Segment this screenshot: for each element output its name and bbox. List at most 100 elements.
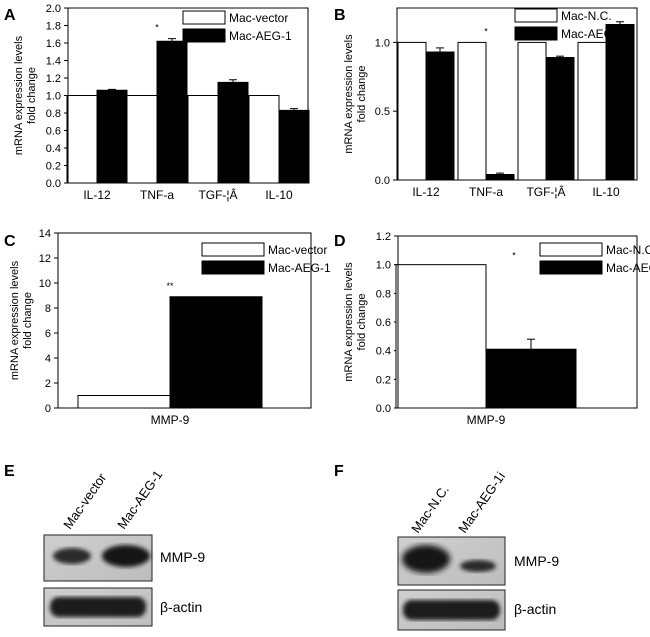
chart-panel-a: A 0.0 0.2 0.4 0.6 0.8 1.0 1.2 1.4 1.6 1.8 2.0 IL-12 T… <box>4 3 310 202</box>
y-tick-label-a-9: 1.8 <box>46 21 61 33</box>
legend-label-b-0: Mac-N.C. <box>561 9 612 23</box>
lane-label-f-2: Mac-AEG-1i <box>455 469 508 536</box>
x-tick-label-d-0: MMP-9 <box>467 413 506 427</box>
legend-swatch-a-0 <box>182 10 226 25</box>
bar-a-s0-c1 <box>126 95 158 184</box>
y-tick-label-d-4: 0.8 <box>376 288 391 300</box>
y-tick-label-d-3: 0.6 <box>376 317 391 329</box>
y-tick-label-d-5: 1.0 <box>376 260 391 272</box>
y-tick-label-b-2: 1.0 <box>375 37 390 49</box>
bar-a-s1-c0 <box>96 89 128 184</box>
x-tick-label-c-0: MMP-9 <box>151 413 190 427</box>
significance-mark-b-0: * <box>484 26 488 36</box>
blot-e-row-label-mmp9: MMP-9 <box>160 549 205 565</box>
legend-label-a-0: Mac-vector <box>229 11 288 25</box>
bar-a-s0-c3 <box>248 95 280 184</box>
significance-mark-a-0: * <box>155 23 159 33</box>
y-tick-label-c-5: 10 <box>39 278 51 290</box>
y-tick-label-d-2: 0.4 <box>376 346 391 358</box>
blot-f-row-label-mmp9: MMP-9 <box>514 553 559 569</box>
x-tick-label-b-1: TNF-a <box>469 185 503 199</box>
legend-swatch-c-1 <box>201 260 265 275</box>
y-tick-label-c-4: 8 <box>45 303 51 315</box>
y-tick-label-a-3: 0.6 <box>46 126 61 138</box>
legend-swatch-b-0 <box>514 8 558 23</box>
bar-c-s1-c0 <box>169 296 263 409</box>
significance-mark-d-0: * <box>512 251 516 261</box>
legend-label-a-1: Mac-AEG-1 <box>229 29 292 43</box>
bar-b-s1-c0 <box>425 51 455 181</box>
band-f-mmp9-lane1 <box>402 545 450 573</box>
band-e-mmp9-lane2 <box>102 545 150 567</box>
y-tick-label-c-2: 4 <box>45 353 51 365</box>
legend-swatch-d-1 <box>539 260 603 275</box>
y-tick-label-a-6: 1.2 <box>46 73 61 85</box>
y-axis-label-c-0: mRNA expression levels <box>9 260 21 380</box>
legend-label-c-0: Mac-vector <box>268 243 327 257</box>
bar-b-s0-c1 <box>457 41 487 181</box>
y-tick-label-a-8: 1.6 <box>46 38 61 50</box>
legend-swatch-c-0 <box>201 242 265 257</box>
legend-label-c-1: Mac-AEG-1 <box>268 261 331 275</box>
y-axis-label-c-1: fold change <box>22 292 34 349</box>
band-f-actin <box>403 600 500 620</box>
bar-d-s1-c0 <box>485 348 577 409</box>
bar-charts: A 0.0 0.2 0.4 0.6 0.8 1.0 1.2 1.4 1.6 1.8 2.0 IL-12 T… <box>4 3 650 427</box>
x-tick-label-b-0: IL-12 <box>412 185 440 199</box>
x-tick-label-a-1: TNF-a <box>140 188 174 202</box>
plot-frame-c <box>57 232 312 409</box>
panel-label-c: C <box>4 233 16 250</box>
x-tick-label-a-3: IL-10 <box>265 188 293 202</box>
bar-b-s0-c2 <box>517 41 547 181</box>
chart-panel-b: B 0.0 0.5 1.0 IL-12 TNF-a TGF-¦Â IL-10 mRNA expr… <box>334 7 638 199</box>
bar-b-s1-c1 <box>485 173 515 181</box>
blot-f-row-label-actin: β-actin <box>514 601 556 617</box>
band-e-mmp9-lane1 <box>53 548 91 564</box>
bar-b-s1-c2 <box>545 57 575 181</box>
y-tick-label-a-10: 2.0 <box>46 3 61 15</box>
y-tick-label-c-0: 0 <box>45 403 51 415</box>
significance-mark-c-0: ** <box>166 281 174 291</box>
y-axis-label-d-1: fold change <box>356 294 368 351</box>
chart-panel-c: C 0 2 4 6 8 10 12 14 MMP-9 mRNA expression levels f… <box>4 228 331 427</box>
y-tick-label-a-0: 0.0 <box>46 178 61 190</box>
y-tick-label-a-2: 0.4 <box>46 143 61 155</box>
lane-label-e-1: Mac-vector <box>60 470 110 532</box>
western-blot-e: E Mac-vector Mac-AEG-1 MMP-9 β-actin <box>4 463 205 627</box>
y-tick-label-d-6: 1.2 <box>376 231 391 243</box>
panel-label-e: E <box>4 463 15 480</box>
plot-frame-a <box>67 7 309 184</box>
y-axis-label-b-1: fold change <box>356 66 368 123</box>
x-tick-label-b-2: TGF-¦Â <box>526 184 565 199</box>
plot-frame-b <box>396 7 638 181</box>
legend-label-d-0: Mac-N.C. <box>606 243 650 257</box>
chart-panel-d: D 0.0 0.2 0.4 0.6 0.8 1.0 1.2 MMP-9 mRNA expressi… <box>334 231 650 427</box>
band-e-actin <box>50 597 146 617</box>
panel-label-d: D <box>334 233 346 250</box>
bar-b-s0-c0 <box>397 41 427 181</box>
y-tick-label-a-1: 0.2 <box>46 161 61 173</box>
bar-a-s0-c0 <box>66 95 98 184</box>
lane-label-f-1: Mac-N.C. <box>408 482 452 536</box>
y-tick-label-c-1: 2 <box>45 378 51 390</box>
bar-a-s1-c3 <box>278 109 310 184</box>
legend-label-b-1: Mac-AEG-1i <box>561 27 626 41</box>
plot-frame-d <box>397 235 638 409</box>
lane-label-e-2: Mac-AEG-1 <box>114 467 165 531</box>
bar-d-s0-c0 <box>395 264 487 409</box>
blot-e-row-label-actin: β-actin <box>160 599 202 615</box>
y-tick-label-c-7: 14 <box>39 228 51 240</box>
legend-swatch-a-1 <box>182 28 226 43</box>
y-axis-label-a-0: mRNA expression levels <box>13 35 25 155</box>
band-f-mmp9-lane2 <box>460 560 496 572</box>
y-axis-label-b-0: mRNA expression levels <box>343 34 355 154</box>
panel-label-f: F <box>334 463 344 480</box>
panel-label-b: B <box>334 7 346 24</box>
y-tick-label-c-6: 12 <box>39 253 51 265</box>
x-tick-label-a-2: TGF-¦Â <box>198 187 237 202</box>
bar-b-s0-c3 <box>577 41 607 181</box>
bar-a-s1-c2 <box>217 81 249 184</box>
bar-c-s0-c0 <box>77 395 171 409</box>
legend-swatch-b-1 <box>514 26 558 41</box>
